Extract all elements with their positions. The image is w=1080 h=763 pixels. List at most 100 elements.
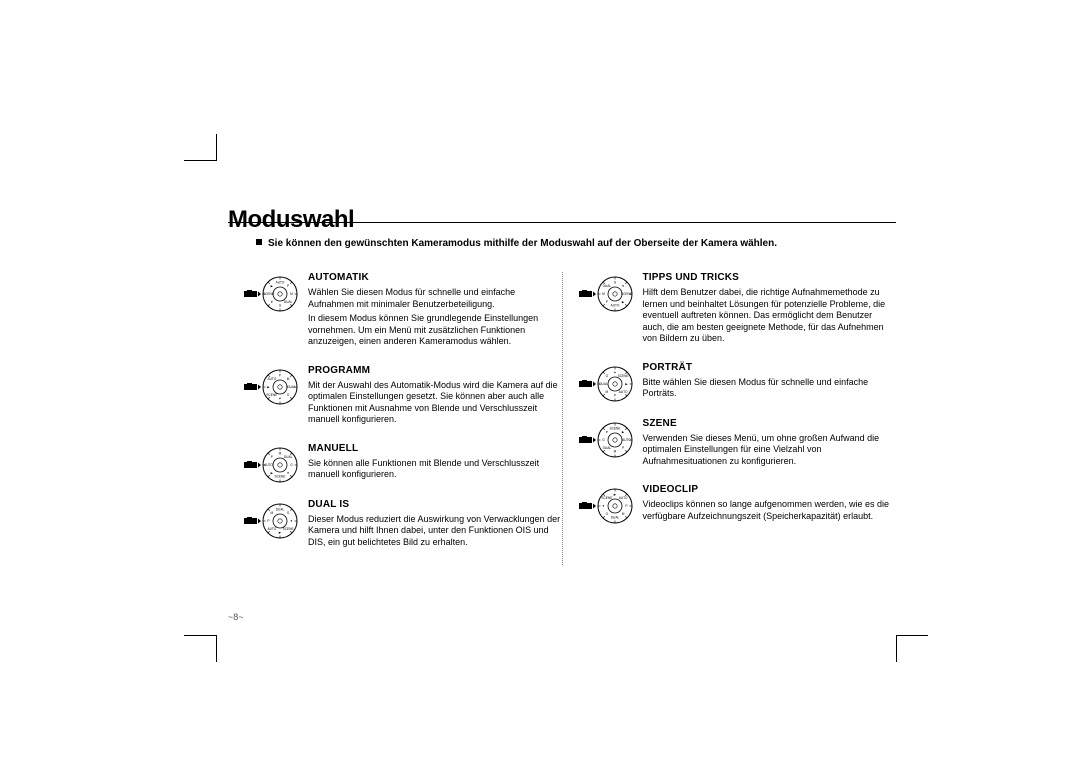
svg-text:SCENE: SCENE: [609, 426, 620, 430]
svg-text:P: P: [625, 504, 627, 508]
svg-text:P: P: [287, 284, 289, 288]
intro-text: Sie können den gewünschten Kameramodus m…: [256, 238, 777, 249]
mode-description: Verwenden Sie dieses Menü, um ohne große…: [643, 433, 897, 468]
mode-body: DUAL IS Dieser Modus reduziert die Auswir…: [308, 499, 562, 552]
svg-text:P: P: [605, 300, 607, 304]
svg-text:AUTO: AUTO: [267, 527, 276, 531]
svg-text:SCENE: SCENE: [263, 292, 274, 296]
svg-text:SCENE: SCENE: [283, 527, 294, 531]
crop-mark: [184, 635, 216, 636]
svg-text:♥: ♥: [614, 370, 616, 374]
mode-body: SZENE Verwenden Sie dieses Menü, um ohne …: [643, 418, 897, 471]
mode-description: Wählen Sie diesen Modus für schnelle und…: [308, 287, 562, 310]
mode-description: In diesem Modus können Sie grundlegende …: [308, 313, 562, 348]
svg-text:P: P: [279, 373, 281, 377]
svg-text:♥: ♥: [605, 429, 607, 433]
svg-text:DUAL: DUAL: [276, 507, 285, 511]
column-divider: [562, 272, 563, 565]
svg-text:DUAL: DUAL: [602, 446, 611, 450]
crop-mark: [896, 635, 897, 662]
mode-block: AUTOPMDUALG♥SCENE▶PROGRAMMMit der Auswah…: [244, 365, 562, 429]
mode-dial-icon: AUTOPMDUALG♥SCENE▶: [244, 499, 300, 552]
mode-title: DUAL IS: [308, 499, 562, 510]
mode-dial-icon: AUTOPMDUALG♥SCENE▶: [579, 272, 635, 348]
svg-text:M: M: [613, 449, 616, 453]
mode-title: TIPPS UND TRICKS: [643, 272, 897, 283]
mode-title: PROGRAMM: [308, 365, 562, 376]
svg-text:DUAL: DUAL: [284, 455, 293, 459]
mode-dial-icon: AUTOPMDUALG♥SCENE▶: [579, 484, 635, 526]
mode-dial-icon: AUTOPMDUALG♥SCENE▶: [244, 365, 300, 429]
svg-text:♥: ♥: [602, 504, 604, 508]
mode-title: SZENE: [643, 418, 897, 429]
svg-text:DUAL: DUAL: [610, 516, 619, 520]
svg-text:DUAL: DUAL: [599, 382, 608, 386]
mode-block: AUTOPMDUALG♥SCENE▶MANUELLSie können alle…: [244, 443, 562, 485]
svg-text:♥: ♥: [287, 471, 289, 475]
mode-body: PROGRAMM Mit der Auswahl des Automatik-Mo…: [308, 365, 562, 429]
svg-text:AUTO: AUTO: [264, 463, 273, 467]
svg-text:P: P: [613, 393, 615, 397]
svg-text:P: P: [271, 455, 273, 459]
svg-text:SCENE: SCENE: [621, 292, 632, 296]
svg-text:M: M: [621, 512, 624, 516]
mode-description: Hilft dem Benutzer dabei, die richtige A…: [643, 287, 897, 345]
svg-text:♥: ♥: [279, 396, 281, 400]
mode-block: AUTOPMDUALG♥SCENE▶PORTRÄTBitte wählen Si…: [579, 362, 897, 404]
page-title: Moduswahl: [228, 206, 354, 234]
svg-text:♥: ♥: [622, 284, 624, 288]
mode-title: AUTOMATIK: [308, 272, 562, 283]
title-rule: [228, 222, 896, 223]
mode-block: AUTOPMDUALG♥SCENE▶DUAL ISDieser Modus re…: [244, 499, 562, 552]
mode-block: AUTOPMDUALG♥SCENE▶SZENEVerwenden Sie die…: [579, 418, 897, 471]
svg-text:M: M: [271, 511, 274, 515]
mode-description: Videoclips können so lange aufgenommen w…: [643, 499, 897, 522]
crop-mark: [896, 635, 928, 636]
mode-block: AUTOPMDUALG♥SCENE▶TIPPS UND TRICKSHilft …: [579, 272, 897, 348]
mode-title: MANUELL: [308, 443, 562, 454]
svg-text:SCENE: SCENE: [601, 496, 612, 500]
mode-dial-icon: AUTOPMDUALG♥SCENE▶: [579, 418, 635, 471]
manual-page: Moduswahl Sie können den gewünschten Kam…: [0, 0, 1080, 763]
svg-text:SCENE: SCENE: [617, 373, 628, 377]
mode-dial-icon: AUTOPMDUALG♥SCENE▶: [579, 362, 635, 404]
mode-body: TIPPS UND TRICKS Hilft dem Benutzer dabei…: [643, 272, 897, 348]
svg-text:SCENE: SCENE: [275, 474, 286, 478]
svg-text:AUTO: AUTO: [276, 281, 285, 285]
svg-text:AUTO: AUTO: [618, 390, 627, 394]
left-column: AUTOPMDUALG♥SCENE▶AUTOMATIKWählen Sie di…: [244, 272, 562, 565]
svg-text:SCENE: SCENE: [266, 393, 277, 397]
mode-body: VIDEOCLIP Videoclips können so lange aufg…: [643, 484, 897, 526]
svg-text:AUTO: AUTO: [618, 496, 627, 500]
mode-description: Dieser Modus reduziert die Auswirkung vo…: [308, 514, 562, 549]
svg-text:DUAL: DUAL: [284, 300, 293, 304]
mode-body: AUTOMATIK Wählen Sie diesen Modus für sch…: [308, 272, 562, 351]
svg-text:DUAL: DUAL: [287, 385, 296, 389]
svg-text:P: P: [622, 446, 624, 450]
svg-text:AUTO: AUTO: [267, 376, 276, 380]
mode-body: MANUELL Sie können alle Funktionen mit Bl…: [308, 443, 562, 485]
mode-body: PORTRÄT Bitte wählen Sie diesen Modus für…: [643, 362, 897, 404]
mode-title: PORTRÄT: [643, 362, 897, 373]
svg-text:M: M: [279, 451, 282, 455]
svg-text:♥: ♥: [271, 300, 273, 304]
mode-description: Mit der Auswahl des Automatik-Modus wird…: [308, 380, 562, 426]
svg-text:AUTO: AUTO: [610, 304, 619, 308]
page-number: ~8~: [228, 612, 244, 622]
svg-text:M: M: [287, 376, 290, 380]
mode-description: Sie können alle Funktionen mit Blende un…: [308, 458, 562, 481]
svg-text:AUTO: AUTO: [622, 438, 631, 442]
svg-text:M: M: [602, 292, 605, 296]
svg-text:M: M: [605, 390, 608, 394]
mode-dial-icon: AUTOPMDUALG♥SCENE▶: [244, 272, 300, 351]
mode-title: VIDEOCLIP: [643, 484, 897, 495]
svg-text:DUAL: DUAL: [602, 284, 611, 288]
right-column: AUTOPMDUALG♥SCENE▶TIPPS UND TRICKSHilft …: [579, 272, 897, 565]
svg-text:P: P: [267, 519, 269, 523]
svg-text:♥: ♥: [291, 519, 293, 523]
crop-mark: [216, 134, 217, 161]
mode-description: Bitte wählen Sie diesen Modus für schnel…: [643, 377, 897, 400]
crop-mark: [216, 635, 217, 662]
crop-mark: [184, 160, 216, 161]
mode-columns: AUTOPMDUALG♥SCENE▶AUTOMATIKWählen Sie di…: [244, 272, 896, 565]
